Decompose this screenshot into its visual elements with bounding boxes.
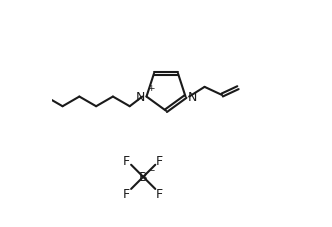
- Text: +: +: [147, 84, 155, 93]
- Text: F: F: [156, 187, 163, 200]
- Text: F: F: [123, 187, 130, 200]
- Text: F: F: [123, 154, 130, 167]
- Text: B: B: [139, 170, 147, 184]
- Text: N: N: [135, 91, 145, 104]
- Text: −: −: [147, 165, 154, 173]
- Text: N: N: [187, 91, 197, 104]
- Text: F: F: [156, 154, 163, 167]
